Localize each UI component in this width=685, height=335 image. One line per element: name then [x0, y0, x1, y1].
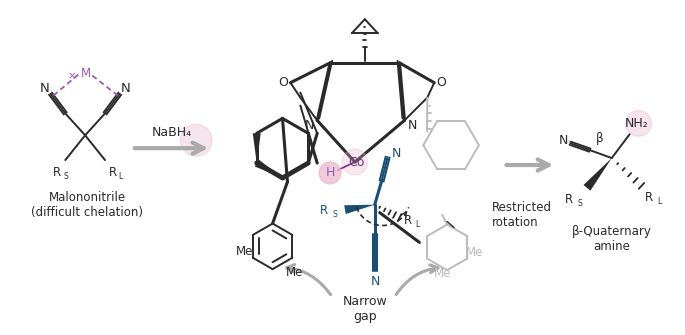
- Text: L: L: [658, 197, 662, 206]
- Text: Me: Me: [434, 267, 451, 280]
- Text: R: R: [53, 166, 62, 180]
- Text: O: O: [279, 76, 288, 89]
- Text: R: R: [109, 166, 117, 180]
- Text: S: S: [577, 199, 582, 208]
- Text: NH₂: NH₂: [625, 117, 649, 130]
- Text: R: R: [645, 191, 653, 204]
- Text: N: N: [392, 147, 401, 159]
- Text: ×: ×: [68, 72, 77, 82]
- Text: β-Quaternary
amine: β-Quaternary amine: [572, 225, 651, 253]
- Polygon shape: [255, 159, 282, 178]
- Text: R: R: [565, 193, 573, 206]
- Text: NaBH₄: NaBH₄: [151, 126, 192, 139]
- Text: R: R: [320, 204, 328, 217]
- Text: Narrow
gap: Narrow gap: [342, 295, 387, 323]
- Text: N: N: [408, 119, 417, 132]
- Text: Me: Me: [466, 246, 484, 259]
- Text: N: N: [121, 82, 131, 95]
- Circle shape: [342, 149, 368, 175]
- Text: Me: Me: [236, 245, 253, 258]
- Text: Me: Me: [286, 266, 303, 279]
- Polygon shape: [584, 158, 612, 191]
- Text: Malononitrile
(difficult chelation): Malononitrile (difficult chelation): [31, 191, 143, 219]
- Text: L: L: [415, 219, 420, 228]
- Polygon shape: [345, 205, 375, 214]
- Circle shape: [180, 124, 212, 156]
- Circle shape: [319, 162, 341, 184]
- Circle shape: [625, 111, 651, 136]
- Text: N: N: [558, 134, 568, 147]
- Text: R: R: [403, 214, 412, 227]
- Text: L: L: [118, 172, 122, 181]
- Text: H: H: [325, 166, 335, 180]
- Text: N: N: [40, 82, 49, 95]
- Text: M: M: [81, 67, 91, 80]
- Text: β: β: [596, 132, 603, 145]
- Text: S: S: [332, 210, 337, 219]
- Text: S: S: [63, 172, 68, 181]
- Text: N: N: [371, 275, 380, 287]
- Polygon shape: [253, 133, 261, 163]
- Text: Restricted
rotation: Restricted rotation: [492, 201, 551, 228]
- Text: Co: Co: [349, 155, 365, 169]
- Text: N: N: [305, 119, 314, 132]
- Text: O: O: [436, 76, 446, 89]
